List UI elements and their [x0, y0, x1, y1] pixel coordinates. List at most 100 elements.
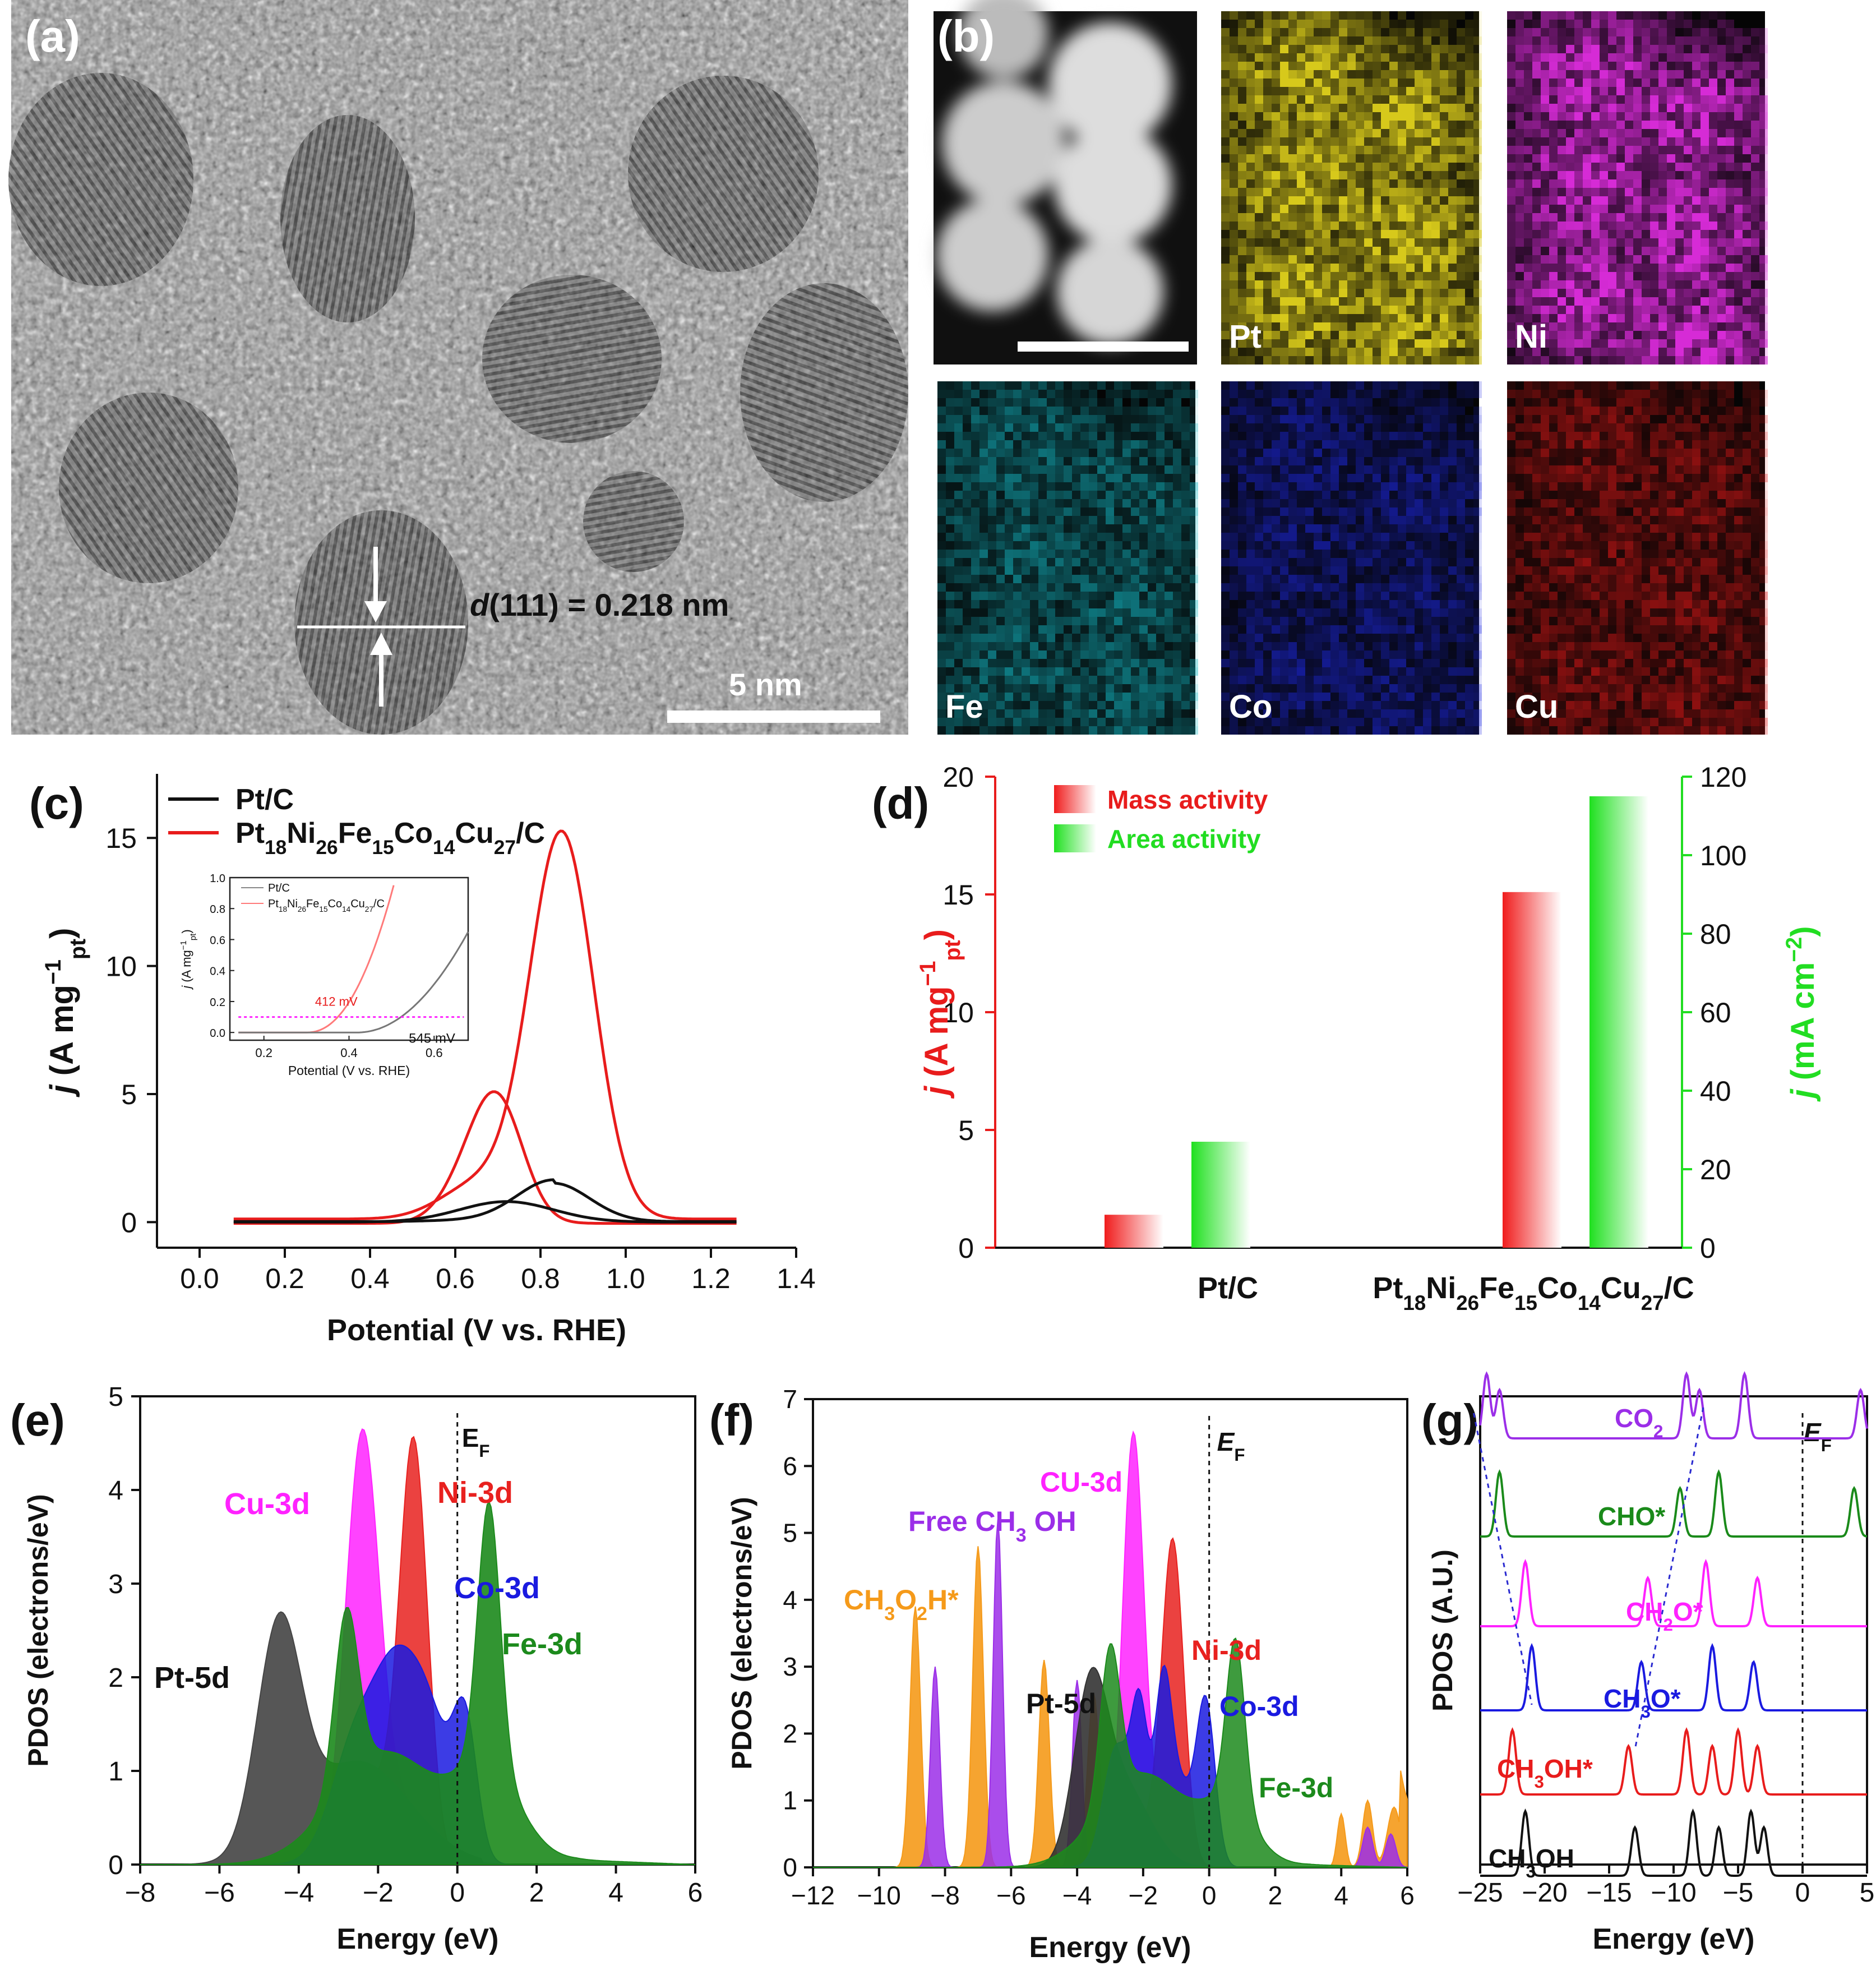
map-pixel — [1347, 171, 1356, 179]
lattice-spacing-label: d(111) = 0.218 nm — [470, 587, 729, 622]
map-pixel — [1524, 163, 1532, 171]
map-pixel — [1532, 104, 1541, 112]
map-pixel — [1190, 440, 1198, 449]
map-pixel — [946, 583, 954, 592]
map-pixel — [1532, 188, 1541, 196]
map-pixel — [1406, 356, 1415, 364]
map-pixel — [954, 650, 963, 659]
map-pixel — [1038, 533, 1047, 541]
map-pixel — [1013, 667, 1022, 676]
map-pixel — [1398, 104, 1406, 112]
map-pixel — [1314, 247, 1322, 255]
map-pixel — [1089, 592, 1097, 600]
map-pixel — [1684, 230, 1692, 238]
map-pixel — [996, 693, 1005, 701]
map-pixel — [1246, 205, 1255, 213]
map-pixel — [1381, 650, 1389, 659]
map-pixel — [1314, 583, 1322, 592]
map-pixel — [1272, 415, 1280, 423]
map-pixel — [1448, 356, 1457, 364]
map-pixel — [963, 465, 971, 474]
map-pixel — [1440, 608, 1448, 617]
map-pixel — [1440, 381, 1448, 390]
map-pixel — [1759, 238, 1768, 247]
map-pixel — [1465, 541, 1473, 550]
map-pixel — [1364, 608, 1373, 617]
map-pixel — [1726, 272, 1734, 280]
map-pixel — [1347, 348, 1356, 356]
map-pixel — [1263, 154, 1272, 163]
map-pixel — [1131, 558, 1139, 566]
map-pixel — [1297, 36, 1305, 45]
map-pixel — [1389, 272, 1398, 280]
map-pixel — [1591, 272, 1600, 280]
map-pixel — [996, 415, 1005, 423]
map-pixel — [1255, 348, 1263, 356]
map-pixel — [1717, 188, 1726, 196]
map-pixel — [996, 617, 1005, 625]
map-pixel — [1364, 642, 1373, 650]
map-pixel — [1173, 617, 1181, 625]
map-pixel — [1415, 146, 1423, 154]
map-pixel — [1339, 306, 1347, 314]
map-pixel — [1381, 62, 1389, 70]
map-pixel — [1314, 53, 1322, 62]
map-pixel — [1625, 188, 1633, 196]
map-pixel — [1574, 104, 1583, 112]
map-pixel — [1515, 87, 1524, 95]
map-pixel — [1246, 36, 1255, 45]
map-pixel — [1448, 322, 1457, 331]
map-pixel — [1356, 230, 1364, 238]
map-pixel — [1381, 415, 1389, 423]
map-pixel — [1330, 423, 1339, 432]
map-pixel — [1156, 423, 1165, 432]
map-pixel — [1650, 247, 1658, 255]
map-pixel — [1122, 541, 1131, 550]
map-pixel — [1165, 440, 1173, 449]
map-pixel — [1473, 79, 1482, 87]
map-pixel — [1221, 381, 1230, 390]
map-pixel — [1574, 322, 1583, 331]
map-pixel — [1047, 457, 1055, 465]
map-pixel — [1238, 524, 1246, 533]
map-pixel — [1625, 280, 1633, 289]
map-pixel — [1288, 608, 1297, 617]
map-pixel — [1356, 566, 1364, 575]
map-pixel — [1055, 474, 1064, 482]
map-pixel — [1675, 230, 1684, 238]
map-pixel — [1591, 45, 1600, 53]
map-pixel — [1759, 188, 1768, 196]
map-pixel — [1423, 507, 1431, 516]
map-pixel — [1473, 264, 1482, 272]
map-pixel — [1675, 314, 1684, 322]
map-pixel — [1507, 289, 1515, 297]
map-pixel — [1524, 79, 1532, 87]
map-pixel — [979, 432, 988, 440]
map-pixel — [1181, 474, 1190, 482]
map-pixel — [1148, 381, 1156, 390]
map-pixel — [1457, 608, 1465, 617]
map-pixel — [1431, 322, 1440, 331]
map-pixel — [1190, 474, 1198, 482]
map-pixel — [1097, 558, 1106, 566]
map-pixel — [1339, 129, 1347, 137]
map-pixel — [1139, 600, 1148, 608]
map-pixel — [1263, 507, 1272, 516]
map-pixel — [1022, 709, 1030, 718]
map-pixel — [1097, 407, 1106, 415]
map-pixel — [1524, 20, 1532, 28]
map-pixel — [1263, 667, 1272, 676]
map-pixel — [1064, 558, 1072, 566]
map-pixel — [1423, 491, 1431, 499]
map-pixel — [1330, 121, 1339, 129]
map-pixel — [1305, 297, 1314, 306]
map-pixel — [1272, 667, 1280, 676]
map-pixel — [1347, 137, 1356, 146]
map-pixel — [1642, 179, 1650, 188]
map-pixel — [1356, 20, 1364, 28]
map-pixel — [1263, 608, 1272, 617]
map-pixel — [1106, 558, 1114, 566]
map-pixel — [1684, 322, 1692, 331]
map-pixel — [1238, 449, 1246, 457]
map-pixel — [1406, 499, 1415, 507]
